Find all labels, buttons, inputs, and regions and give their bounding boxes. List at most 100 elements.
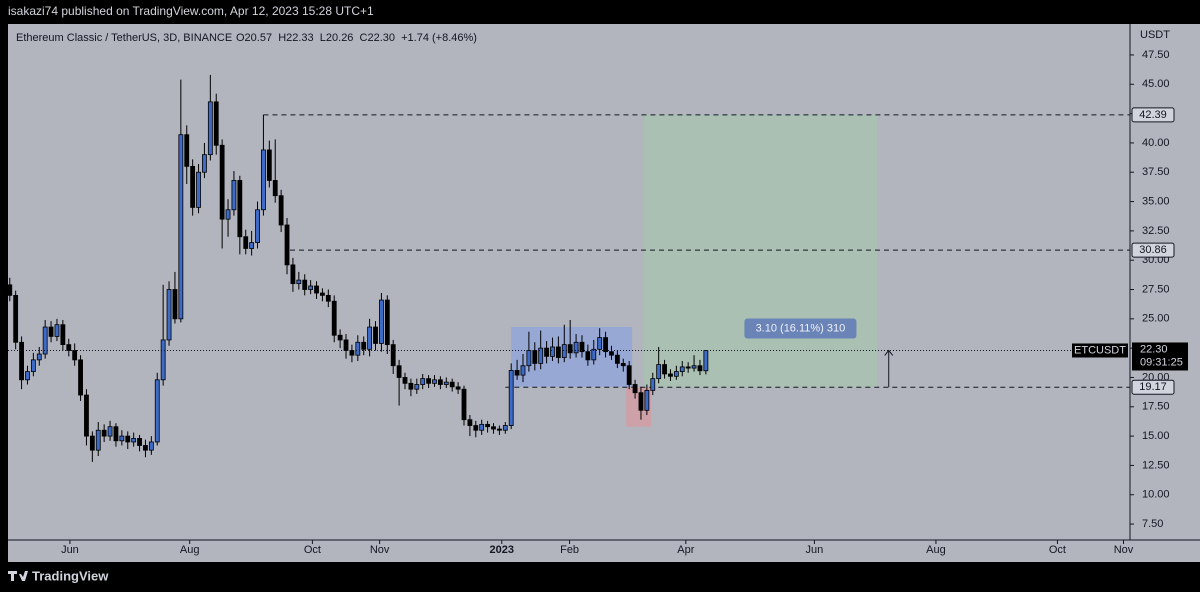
- candle-body: [284, 224, 290, 266]
- last-price-tag: [1132, 342, 1188, 371]
- candle-body: [95, 429, 101, 451]
- symbol-label: ETCUSDT: [1074, 344, 1126, 356]
- candle-body: [526, 350, 532, 367]
- candle-body: [532, 350, 538, 364]
- symbol-tag: [1072, 343, 1128, 358]
- level-label: 42.39: [1139, 109, 1167, 121]
- candle-body: [555, 346, 561, 358]
- x-tick-label: 2023: [490, 544, 514, 556]
- candle-body: [656, 364, 662, 380]
- chart-panel: [8, 24, 1200, 562]
- candle-body: [396, 365, 402, 378]
- candle-body: [426, 378, 432, 384]
- candle-body: [449, 381, 455, 388]
- y-tick-label: 10.00: [1142, 489, 1170, 501]
- candle-body: [337, 334, 343, 341]
- candle-body: [320, 292, 325, 296]
- candle-body: [166, 289, 172, 341]
- candle-body: [384, 299, 390, 346]
- position-label-box: [744, 318, 857, 339]
- level-label: 30.86: [1139, 244, 1167, 256]
- x-tick-label: Feb: [560, 544, 579, 556]
- logo: [8, 571, 28, 581]
- candle-body: [349, 350, 355, 356]
- candle-body: [632, 384, 638, 394]
- y-tick-label: 15.00: [1142, 430, 1170, 442]
- candle-body: [355, 341, 361, 356]
- candle-body: [668, 373, 673, 377]
- candle-body: [119, 435, 125, 442]
- candle-body: [644, 389, 650, 411]
- candle-body: [113, 426, 119, 442]
- candle-body: [697, 365, 703, 372]
- candle-body: [585, 351, 591, 361]
- candle-body: [408, 382, 414, 390]
- candle-body: [137, 438, 142, 446]
- candle-body: [650, 378, 656, 391]
- candle-body: [237, 180, 243, 238]
- x-tick-label: Nov: [370, 544, 390, 556]
- candle-body: [89, 435, 95, 451]
- candle-body: [314, 285, 319, 294]
- candle-body: [219, 144, 225, 220]
- candle-body: [502, 425, 508, 431]
- candle-body: [603, 337, 608, 353]
- ohlc-text: O20.57 H22.33 L20.26 C22.30 +1.74 (+8.46…: [236, 32, 477, 44]
- position-label: 3.10 (16.11%) 310: [756, 322, 846, 334]
- candle-body: [48, 326, 54, 337]
- level-tag: [1131, 242, 1175, 258]
- candle-body: [579, 341, 585, 353]
- candle-body: [184, 134, 190, 167]
- candle-body: [467, 419, 473, 426]
- candle-body: [107, 426, 113, 437]
- candle-body: [402, 377, 408, 384]
- chart-title: Ethereum Classic / TetherUS, 3D, BINANCE: [16, 32, 232, 44]
- candle-body: [414, 384, 420, 390]
- level-tag: [1131, 107, 1175, 123]
- candle-body: [331, 300, 337, 336]
- x-tick-label: Jun: [61, 544, 79, 556]
- candle-body: [255, 209, 260, 243]
- candle-body: [544, 347, 549, 357]
- candle-body: [496, 428, 502, 431]
- candle-body: [272, 180, 278, 197]
- candle-body: [520, 365, 526, 376]
- candle-body: [685, 366, 691, 369]
- candle-body: [25, 371, 30, 381]
- candle-body: [190, 165, 196, 208]
- candle-body: [567, 344, 573, 354]
- candle-body: [172, 289, 178, 320]
- candle-body: [125, 435, 131, 443]
- candle-body: [13, 294, 19, 343]
- x-tick-label: Nov: [1114, 544, 1134, 556]
- candle-body: [290, 264, 296, 285]
- candle-body: [508, 370, 514, 426]
- candle-body: [343, 339, 349, 351]
- candle-body: [60, 324, 66, 346]
- candle-body: [420, 378, 426, 385]
- candle-body: [479, 423, 485, 431]
- candle-body: [437, 379, 443, 385]
- y-tick-label: 17.50: [1142, 401, 1170, 413]
- y-tick-label: 12.50: [1142, 459, 1170, 471]
- candle-body: [160, 339, 166, 381]
- y-tick-label: 25.00: [1142, 313, 1170, 325]
- candle-body: [432, 379, 437, 384]
- y-tick-label: 27.50: [1142, 283, 1170, 295]
- candle-body: [703, 350, 709, 372]
- candle-body: [626, 365, 632, 385]
- x-tick-label: Aug: [180, 544, 200, 556]
- plot: [8, 74, 1130, 462]
- candle-body: [538, 347, 544, 364]
- zone: [643, 114, 877, 388]
- position-arrow-head: [884, 349, 894, 356]
- candle-body: [620, 362, 626, 367]
- candle-body: [19, 341, 24, 381]
- level-tag: [1131, 379, 1175, 395]
- candle-body: [679, 366, 685, 372]
- candle-body: [213, 101, 219, 146]
- y-tick-label: 45.00: [1142, 78, 1170, 90]
- candle-body: [614, 354, 620, 364]
- candle-body: [266, 149, 272, 181]
